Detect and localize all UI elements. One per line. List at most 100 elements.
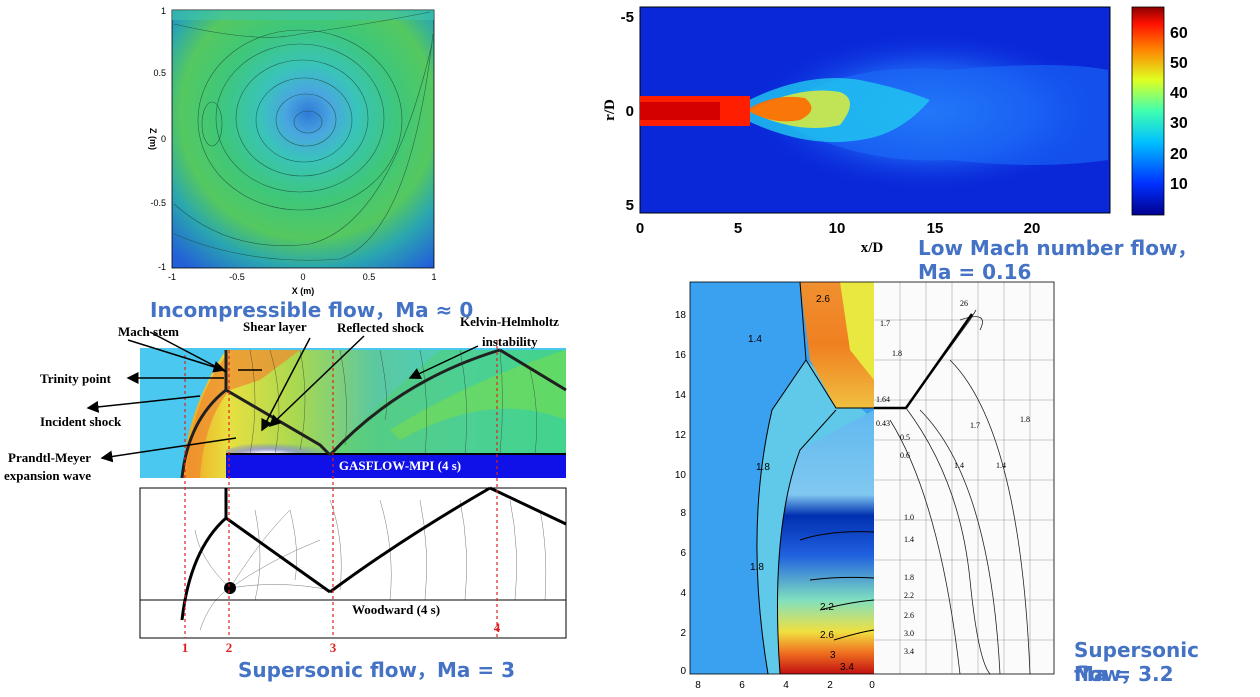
ann-shear-layer: Shear layer bbox=[243, 319, 307, 334]
nozzle-ref-label: 1.8 bbox=[892, 349, 902, 358]
nozzle-ref-label: 2.6 bbox=[904, 611, 914, 620]
cavity-xtick: 0.5 bbox=[363, 272, 376, 282]
nozzle-contour-label: 2.2 bbox=[820, 602, 834, 613]
marker-3: 3 bbox=[330, 640, 337, 655]
step-svg: GASFLOW-MPI (4 s) Woodward (4 bbox=[86, 331, 567, 655]
ref-field bbox=[139, 487, 567, 639]
nozzle-ref-label: 1.4 bbox=[954, 461, 964, 470]
step-plot: GASFLOW-MPI (4 s) Woodward (4 bbox=[0, 310, 600, 655]
ann-kh-1: Kelvin-Helmholtz bbox=[460, 314, 559, 329]
nozzle-contour-label: 2.6 bbox=[820, 630, 834, 641]
jet-svg: -5 0 5 0 5 10 15 20 x/D r/D 60 50 40 30 … bbox=[602, 6, 1188, 256]
nozzle-ref-label: 1.4 bbox=[996, 461, 1006, 470]
cavity-xtick: -0.5 bbox=[229, 272, 245, 282]
nozzle-ref-label: 0.43 bbox=[876, 419, 890, 428]
nozzle-contour-label: 2.6 bbox=[816, 294, 830, 305]
jet-colorbar bbox=[1131, 6, 1165, 216]
cavity-xlabel: X (m) bbox=[292, 286, 315, 296]
nozzle-ytick: 0 bbox=[680, 666, 686, 677]
ann-kh-2: instability bbox=[482, 334, 538, 349]
colorbar-tick: 40 bbox=[1170, 85, 1188, 102]
colorbar-tick: 30 bbox=[1170, 115, 1188, 132]
marker-1: 1 bbox=[182, 640, 189, 655]
nozzle-svg: 2.6 1.4 1.8 1.8 2.2 2.6 3 3.4 bbox=[675, 281, 1055, 691]
nozzle-contour-label: 3 bbox=[830, 650, 836, 661]
jet-ytick: -5 bbox=[621, 9, 634, 26]
nozzle-xtick: 4 bbox=[783, 680, 789, 691]
marker-lines bbox=[184, 340, 498, 638]
cavity-xtick: 0 bbox=[300, 272, 305, 282]
nozzle-contour-label: 3.4 bbox=[840, 662, 854, 673]
jet-plot: -5 0 5 0 5 10 15 20 x/D r/D 60 50 40 30 … bbox=[600, 0, 1190, 258]
nozzle-plot: 2.6 1.4 1.8 1.8 2.2 2.6 3 3.4 bbox=[660, 280, 1060, 692]
nozzle-xtick: 8 bbox=[695, 680, 701, 691]
nozzle-ytick: 12 bbox=[675, 430, 687, 441]
nozzle-ytick: 18 bbox=[675, 310, 687, 321]
nozzle-xtick: 0 bbox=[869, 680, 875, 691]
nozzle-ref-label: 3.4 bbox=[904, 647, 914, 656]
nozzle-ytick: 14 bbox=[675, 390, 687, 401]
annotation-arrows bbox=[86, 331, 479, 463]
cavity-svg: 1 0.5 0 -0.5 -1 -1 -0.5 0 0.5 1 X (m) Z … bbox=[148, 6, 437, 296]
cavity-xtick: -1 bbox=[168, 272, 176, 282]
nozzle-contour-label: 1.8 bbox=[750, 562, 764, 573]
nozzle-ref-label: 0.6 bbox=[900, 451, 910, 460]
nozzle-ytick: 2 bbox=[680, 628, 686, 639]
marker-2: 2 bbox=[226, 640, 233, 655]
caption-low-mach-1: Low Mach number flow， bbox=[918, 236, 1198, 260]
caption-supersonic-3: Supersonic flow，Ma = 3 bbox=[238, 658, 515, 682]
cavity-xtick: 1 bbox=[431, 272, 436, 282]
nozzle-ref-label: 1.64 bbox=[876, 395, 890, 404]
ann-trinity: Trinity point bbox=[40, 371, 111, 386]
nozzle-ref-label: 1.8 bbox=[1020, 415, 1030, 424]
ann-pm-2: expansion wave bbox=[4, 468, 92, 483]
nozzle-ref-label: 1.4 bbox=[904, 535, 914, 544]
cavity-ytick: 1 bbox=[161, 6, 166, 16]
cavity-ytick: -1 bbox=[158, 262, 166, 272]
caption-supersonic-32-1: Supersonic flow， bbox=[1074, 638, 1199, 686]
ann-reflected-shock: Reflected shock bbox=[337, 320, 425, 335]
marker-4: 4 bbox=[494, 620, 501, 635]
colorbar-tick: 50 bbox=[1170, 55, 1188, 72]
caption-incompressible: Incompressible flow，Ma ≈ 0 bbox=[150, 298, 474, 322]
nozzle-ref-label: 26 bbox=[960, 299, 968, 308]
ref-label: Woodward (4 s) bbox=[352, 602, 440, 617]
cavity-field bbox=[171, 9, 435, 269]
nozzle-xtick: 6 bbox=[739, 680, 745, 691]
nozzle-ref-label: 3.0 bbox=[904, 629, 914, 638]
jet-xtick: 10 bbox=[829, 220, 846, 237]
nozzle-ref-label: 2.2 bbox=[904, 591, 914, 600]
cavity-ytick: 0.5 bbox=[153, 68, 166, 78]
ann-pm-1: Prandtl-Meyer bbox=[8, 450, 92, 465]
caption-low-mach-2: Ma = 0.16 bbox=[918, 260, 1032, 284]
colorbar-tick: 60 bbox=[1170, 25, 1188, 42]
cavity-contours bbox=[173, 11, 434, 261]
caption-supersonic-32-2: Ma = 3.2 bbox=[1074, 662, 1174, 686]
jet-ytick: 5 bbox=[626, 197, 634, 214]
nozzle-ytick: 10 bbox=[675, 470, 687, 481]
nozzle-xtick: 2 bbox=[827, 680, 833, 691]
colorbar-tick: 20 bbox=[1170, 146, 1188, 163]
nozzle-contour-label: 1.8 bbox=[756, 462, 770, 473]
jet-xtick: 15 bbox=[927, 220, 944, 237]
nozzle-ytick: 6 bbox=[680, 548, 686, 559]
sim-label: GASFLOW-MPI (4 s) bbox=[339, 458, 461, 473]
jet-ylabel: r/D bbox=[602, 99, 618, 121]
nozzle-ref-label: 1.0 bbox=[904, 513, 914, 522]
cavity-plot: 1 0.5 0 -0.5 -1 -1 -0.5 0 0.5 1 X (m) Z … bbox=[140, 4, 440, 300]
nozzle-ref-label: 1.8 bbox=[904, 573, 914, 582]
cavity-ylabel: Z (m) bbox=[148, 128, 158, 150]
ann-incident: Incident shock bbox=[40, 414, 122, 429]
jet-xtick: 5 bbox=[734, 220, 742, 237]
nozzle-ref-label: 1.7 bbox=[880, 319, 890, 328]
cavity-ytick: 0 bbox=[161, 134, 166, 144]
sim-step bbox=[226, 454, 566, 478]
jet-xtick: 0 bbox=[636, 220, 644, 237]
jet-xtick: 20 bbox=[1024, 220, 1041, 237]
ann-mach-stem: Mach stem bbox=[118, 324, 180, 339]
jet-xlabel: x/D bbox=[861, 240, 884, 256]
nozzle-ytick: 8 bbox=[680, 508, 686, 519]
nozzle-ytick: 16 bbox=[675, 350, 687, 361]
nozzle-ref-field bbox=[874, 282, 1054, 674]
nozzle-ref-label: 1.7 bbox=[970, 421, 980, 430]
